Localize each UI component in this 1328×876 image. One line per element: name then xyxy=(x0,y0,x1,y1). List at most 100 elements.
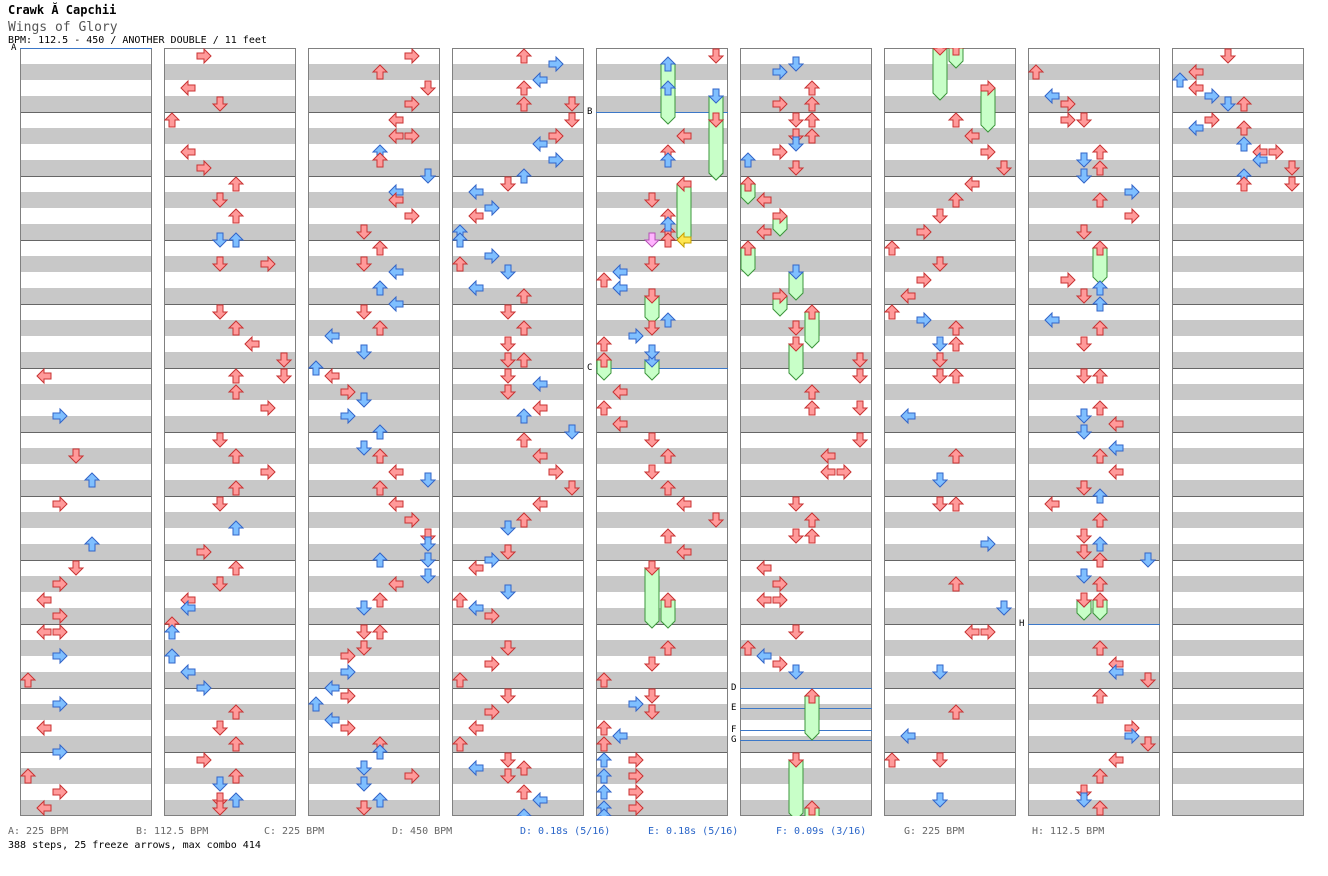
arrow-right-icon xyxy=(211,432,229,448)
arrow-left-icon xyxy=(516,808,532,816)
beat-band xyxy=(1028,704,1160,720)
beat-band xyxy=(1172,128,1304,144)
arrow-up-icon xyxy=(196,543,212,561)
beat-band xyxy=(308,608,440,624)
beat-band xyxy=(452,736,584,752)
arrow-right-icon xyxy=(211,96,229,112)
arrow-down-icon xyxy=(468,759,484,777)
beat-band xyxy=(596,384,728,400)
arrow-up-icon xyxy=(52,695,68,713)
beat-band xyxy=(1172,576,1304,592)
arrow-up-icon xyxy=(1204,87,1220,105)
beat-band xyxy=(884,160,1016,176)
beat-band xyxy=(596,416,728,432)
arrow-down-icon xyxy=(388,575,404,593)
beat-band xyxy=(596,672,728,688)
bpm-marker-label: E xyxy=(731,703,737,713)
arrow-left-icon xyxy=(164,112,181,128)
arrow-down-icon xyxy=(532,399,548,417)
arrow-right-icon xyxy=(563,424,581,440)
arrow-left-icon xyxy=(371,792,389,808)
beat-band xyxy=(1028,96,1160,112)
beat-band xyxy=(1172,224,1304,240)
beat-band xyxy=(452,672,584,688)
beat-band xyxy=(1172,320,1304,336)
beat-band xyxy=(884,672,1016,688)
arrow-right-icon xyxy=(355,304,373,320)
arrow-right-icon xyxy=(67,448,85,464)
arrow-up-icon xyxy=(980,535,996,553)
arrow-left-icon xyxy=(947,368,965,384)
beat-band xyxy=(1028,544,1160,560)
arrow-down-icon xyxy=(388,263,404,281)
beat-band xyxy=(740,672,872,688)
arrow-up-icon xyxy=(548,151,564,169)
beat-band xyxy=(884,512,1016,528)
freeze-arrow-icon xyxy=(947,48,965,69)
arrow-down-icon xyxy=(388,111,404,129)
arrow-right-icon xyxy=(707,48,725,64)
freeze-arrow-icon xyxy=(740,240,757,277)
arrow-left-icon xyxy=(164,624,181,640)
arrow-left-icon xyxy=(515,784,533,800)
arrow-left-icon xyxy=(947,320,965,336)
arrow-right-icon xyxy=(931,664,949,680)
arrow-down-icon xyxy=(532,71,548,89)
bpm-legend-item: D: 450 BPM xyxy=(392,826,453,837)
arrow-left-icon xyxy=(515,352,533,368)
beat-band xyxy=(20,320,152,336)
beat-band xyxy=(452,608,584,624)
arrow-left-icon xyxy=(83,472,101,488)
arrow-right-icon xyxy=(355,624,373,640)
column-border xyxy=(308,48,440,816)
arrow-right-icon xyxy=(499,336,517,352)
arrow-up-icon xyxy=(404,207,420,225)
beat-band xyxy=(1172,544,1304,560)
beat-band xyxy=(20,736,152,752)
beat-band xyxy=(1028,64,1160,80)
arrow-up-icon xyxy=(340,687,356,705)
arrow-left-icon xyxy=(803,400,821,416)
arrow-left-icon xyxy=(452,232,469,248)
arrow-left-icon xyxy=(947,192,965,208)
arrow-right-icon xyxy=(643,464,661,480)
beat-band xyxy=(596,768,728,784)
arrow-left-icon xyxy=(596,784,613,800)
arrow-left-icon xyxy=(947,448,965,464)
arrow-right-icon xyxy=(931,336,949,352)
beat-band xyxy=(452,768,584,784)
arrow-left-icon xyxy=(1091,320,1109,336)
arrow-left-icon xyxy=(1235,176,1253,192)
arrow-left-icon xyxy=(884,240,901,256)
arrow-down-icon xyxy=(532,135,548,153)
arrow-up-icon xyxy=(340,407,356,425)
arrow-right-icon xyxy=(355,440,373,456)
arrow-right-icon xyxy=(499,768,517,784)
beat-band xyxy=(20,800,152,816)
beat-band xyxy=(1028,352,1160,368)
beat-band xyxy=(20,672,152,688)
arrow-down-icon xyxy=(532,375,548,393)
arrow-right-icon xyxy=(643,344,661,360)
beat-band xyxy=(1028,608,1160,624)
beat-band xyxy=(452,576,584,592)
arrow-down-icon xyxy=(964,623,980,641)
arrow-right-icon xyxy=(275,368,293,384)
arrow-right-icon xyxy=(787,664,805,680)
song-title: Wings of Glory xyxy=(8,20,118,35)
beat-band xyxy=(740,768,872,784)
arrow-right-icon xyxy=(1139,736,1157,752)
arrow-up-icon xyxy=(772,655,788,673)
arrow-left-icon xyxy=(515,512,533,528)
freeze-arrow-icon xyxy=(772,287,788,317)
arrow-left-icon xyxy=(227,768,245,784)
arrow-up-icon xyxy=(916,223,932,241)
beat-band xyxy=(164,544,296,560)
beat-band xyxy=(1172,384,1304,400)
beat-band xyxy=(20,608,152,624)
beat-band xyxy=(164,416,296,432)
arrow-down-icon xyxy=(612,727,628,745)
beat-band xyxy=(452,160,584,176)
arrow-down-icon xyxy=(1108,463,1124,481)
beat-band xyxy=(884,736,1016,752)
